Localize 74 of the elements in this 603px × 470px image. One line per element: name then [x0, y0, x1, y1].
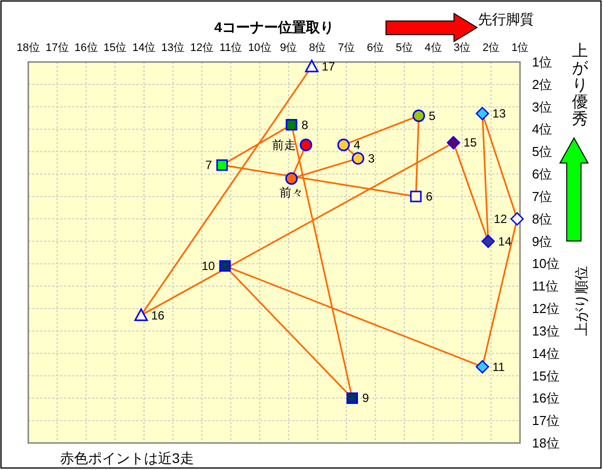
point: [305, 60, 318, 72]
point: [446, 136, 460, 150]
y-tick-label: 14位: [532, 346, 560, 361]
point: [410, 190, 422, 202]
annotation: 6: [426, 189, 433, 204]
y-tick-label: 4位: [532, 122, 552, 137]
x-tick-label: 2位: [482, 42, 500, 54]
y-tick-label: 12位: [532, 301, 560, 316]
point: [216, 159, 228, 171]
x-tick-label: 12位: [190, 42, 214, 54]
x-tick-label: 1位: [511, 42, 529, 54]
point: [476, 106, 490, 120]
text: 上がり優秀: [572, 42, 589, 128]
text: 赤色ポイントは近3走: [60, 450, 194, 466]
x-tick-label: 11位: [220, 42, 242, 54]
point: [286, 119, 298, 131]
y-tick-label: 1位: [532, 54, 552, 70]
y-tick-label: 8位: [532, 211, 552, 226]
y-tick-label: 3位: [532, 99, 552, 114]
y-axis-title: 上がり順位: [573, 266, 589, 336]
annotation: 4: [354, 138, 361, 152]
y-tick-label: 11位: [532, 278, 558, 294]
annotation: 17: [322, 59, 336, 74]
y-tick-label: 15位: [532, 368, 560, 384]
y-tick-label: 18位: [532, 436, 560, 450]
annotation: 9: [362, 391, 370, 406]
annotation: 11: [492, 360, 506, 374]
y-tick-label: 6位: [532, 166, 552, 182]
x-tick-label: 8位: [308, 42, 326, 54]
x-tick-label: 18位: [16, 42, 40, 54]
y-tick-label: 9位: [532, 234, 552, 249]
point: [337, 138, 350, 152]
annotation: 3: [368, 151, 376, 166]
x-tick-label: 5位: [396, 42, 413, 54]
point: [412, 110, 426, 122]
x-axis-title: 4コーナー位置取り: [214, 19, 334, 35]
annotation: 14: [498, 234, 512, 248]
point: [352, 152, 364, 165]
x-tick-label: 15位: [103, 42, 127, 54]
point: [285, 172, 298, 185]
x-tick-label: 16位: [74, 42, 98, 54]
point: [134, 308, 148, 322]
point: [482, 234, 495, 248]
x-tick-label: 9位: [280, 42, 298, 54]
y-tick-label: 10位: [532, 256, 560, 272]
y-tick-label: 17位: [532, 413, 560, 428]
point: [346, 392, 358, 404]
x-tick-label: 13位: [161, 42, 185, 54]
x-tick-label: 4位: [424, 42, 442, 54]
x-tick-label: 6位: [366, 42, 384, 54]
point: [300, 138, 312, 152]
y-tick-label: 5位: [532, 144, 552, 160]
x-tick-label: 7位: [338, 42, 356, 54]
y-tick-label: 7位: [532, 188, 552, 204]
annotation: 5: [428, 108, 436, 123]
annotation: 12: [494, 212, 508, 226]
point: [219, 260, 231, 272]
point: [476, 360, 490, 374]
x-tick-label: 14位: [132, 42, 156, 54]
annotation: 8: [302, 118, 309, 132]
text: 先行脚質: [478, 11, 534, 27]
annotation: 16: [151, 308, 165, 322]
annotation: 前走: [272, 138, 296, 152]
x-tick-label: 10位: [248, 42, 272, 54]
annotation: 10: [202, 258, 216, 273]
y-tick-label: 2位: [532, 76, 552, 92]
y-tick-label: 16位: [532, 390, 560, 406]
x-tick-label: 3位: [454, 42, 471, 54]
annotation: 前々: [280, 186, 304, 200]
annotation: 13: [492, 106, 506, 121]
annotation: 7: [205, 158, 212, 172]
annotation: 15: [463, 136, 478, 150]
x-tick-label: 17位: [46, 42, 69, 54]
y-tick-label: 13位: [532, 323, 560, 338]
